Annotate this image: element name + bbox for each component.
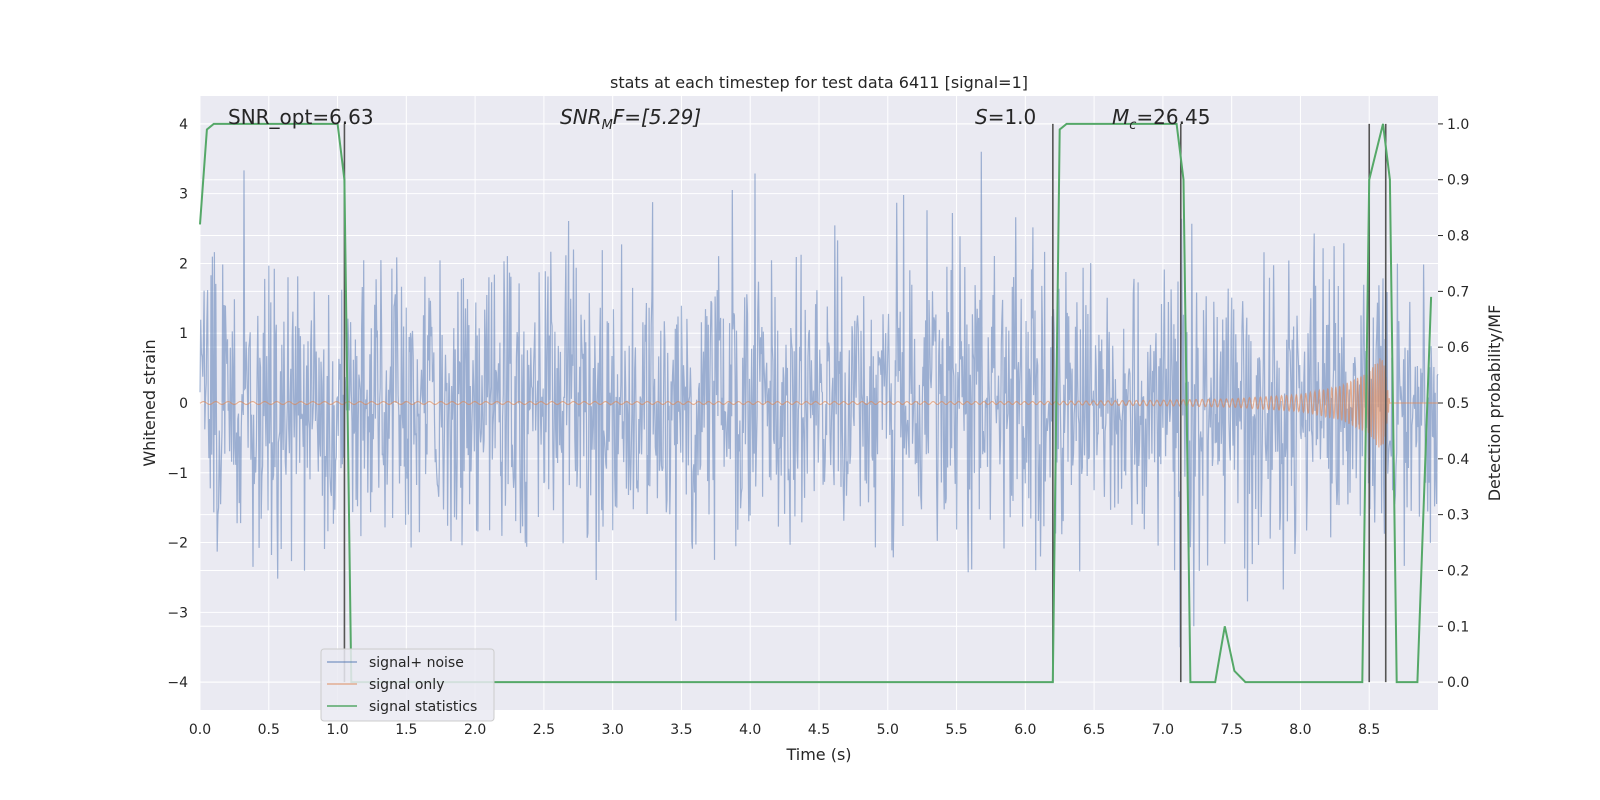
signal-only-series	[199, 358, 1438, 448]
right-tick-label-9: 0.9	[1447, 173, 1469, 189]
x-tick-label-9: 4.5	[808, 722, 830, 738]
right-tick-label-5: 0.5	[1447, 396, 1469, 412]
x-tick-label-4: 2.0	[464, 722, 486, 738]
right-axis-ticks: 0.0 0.1 0.2 0.3 0.4 0.5 0.6 0.7 0.8 0.9 1.0	[1438, 117, 1469, 691]
y-tick-label-2: −2	[167, 536, 188, 552]
right-tick-label-3: 0.3	[1447, 508, 1469, 524]
x-tick-label-1: 0.5	[258, 722, 280, 738]
x-tick-label-5: 2.5	[533, 722, 555, 738]
x-tick-label-3: 1.5	[395, 722, 417, 738]
annotation-s-value: =1.0	[988, 105, 1037, 129]
annotation-mc-symbol: M	[1112, 105, 1129, 129]
x-tick-label-16: 8.0	[1289, 722, 1311, 738]
annotation-mc-sub: c	[1129, 118, 1136, 133]
right-tick-label-10: 1.0	[1447, 117, 1469, 133]
series-signal-noise-line	[199, 151, 1439, 648]
y-tick-label-6: 2	[179, 256, 188, 272]
right-axis-label: Detection probability/MF	[1485, 305, 1504, 502]
signal-statistics-series	[199, 122, 1433, 684]
x-tick-label-12: 6.0	[1014, 722, 1036, 738]
right-tick-label-1: 0.1	[1447, 619, 1469, 635]
annotation-snr-mf: SNRMF=[5.29]	[560, 105, 701, 133]
annotation-snr-mf-rest: F=[5.29]	[613, 105, 701, 129]
x-tick-label-17: 8.5	[1358, 722, 1380, 738]
legend-label-signal-statistics: signal statistics	[369, 699, 477, 715]
y-tick-label-0: −4	[167, 675, 188, 691]
y-tick-label-5: 1	[179, 326, 188, 342]
x-tick-label-15: 7.5	[1221, 722, 1243, 738]
x-tick-label-7: 3.5	[670, 722, 692, 738]
y-tick-label-7: 3	[179, 187, 188, 203]
series-signal-statistics-line	[199, 122, 1433, 684]
legend-box	[320, 648, 495, 722]
right-tick-label-6: 0.6	[1447, 340, 1469, 356]
annotation-s: S=1.0	[975, 105, 1036, 129]
chart-title: stats at each timestep for test data 641…	[610, 73, 1028, 92]
right-tick-label-8: 0.8	[1447, 229, 1469, 245]
y-tick-label-4: 0	[179, 396, 188, 412]
x-tick-label-8: 4.0	[739, 722, 761, 738]
x-tick-label-13: 6.5	[1083, 722, 1105, 738]
y-tick-label-3: −1	[167, 466, 188, 482]
x-axis-label: Time (s)	[785, 745, 851, 764]
legend: signal+ noise signal only signal statist…	[320, 648, 495, 722]
signal-noise-series	[199, 151, 1439, 648]
x-tick-label-2: 1.0	[326, 722, 348, 738]
right-tick-label-2: 0.2	[1447, 563, 1469, 579]
y-axis-label: Whitened strain	[140, 339, 159, 466]
x-tick-label-14: 7.0	[1152, 722, 1174, 738]
x-tick-label-11: 5.5	[945, 722, 967, 738]
annotation-snr-mf-main: SNR	[560, 105, 602, 129]
series-signal-only-line	[199, 358, 1438, 448]
annotation-snr-mf-sub: M	[602, 118, 613, 133]
right-tick-label-4: 0.4	[1447, 452, 1469, 468]
x-tick-label-10: 5.0	[877, 722, 899, 738]
annotation-mc: Mc=26.45	[1112, 105, 1210, 133]
right-tick-label-0: 0.0	[1447, 675, 1469, 691]
x-axis-ticks: 0.0 0.5 1.0 1.5 2.0 2.5 3.0 3.5 4.0 4.5 5.0 5.5 6.0 6…	[189, 722, 1380, 738]
y-tick-label-8: 4	[179, 117, 188, 133]
annotation-s-symbol: S	[975, 105, 988, 129]
annotation-snr-opt: SNR_opt=6.63	[228, 105, 374, 129]
x-tick-label-0: 0.0	[189, 722, 211, 738]
legend-label-signal-noise: signal+ noise	[369, 655, 464, 671]
legend-label-signal-only: signal only	[369, 677, 444, 693]
y-axis-ticks: −4 −3 −2 −1 0 1 2 3 4	[167, 117, 188, 691]
x-tick-label-6: 3.0	[602, 722, 624, 738]
vertical-markers	[343, 123, 1387, 683]
annotation-mc-value: =26.45	[1136, 105, 1210, 129]
y-tick-label-1: −3	[167, 605, 188, 621]
right-tick-label-7: 0.7	[1447, 284, 1469, 300]
